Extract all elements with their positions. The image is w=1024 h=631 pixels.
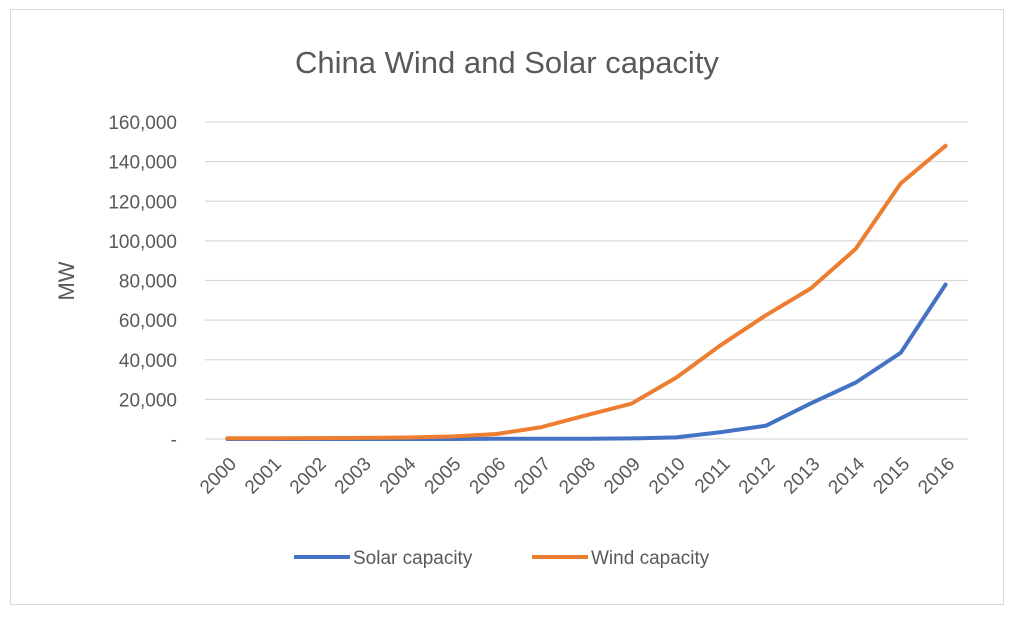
y-tick-label: 100,000 [108, 232, 177, 253]
y-tick-label: 40,000 [119, 351, 177, 372]
y-axis-title: MW [54, 261, 79, 300]
x-tick-label: 2012 [735, 454, 780, 499]
x-tick-label: 2003 [331, 454, 376, 499]
y-tick-label: 140,000 [108, 153, 177, 174]
gridlines [205, 121, 968, 440]
x-tick-label: 2007 [510, 454, 555, 499]
x-axis-ticks: 2000 2001 2002 2003 2004 2005 2006 2007 2008 2009… [196, 453, 959, 498]
legend-label: Solar capacity [353, 548, 473, 569]
y-tick-label: - [171, 430, 177, 451]
x-tick-label: 2015 [869, 454, 914, 499]
y-tick-label: 20,000 [119, 390, 177, 411]
x-tick-label: 2010 [645, 454, 690, 499]
y-tick-label: 60,000 [119, 311, 177, 332]
x-tick-label: 2000 [196, 454, 241, 499]
x-tick-label: 2001 [241, 454, 286, 499]
x-tick-label: 2002 [286, 454, 331, 499]
x-tick-label: 2013 [780, 454, 825, 499]
x-tick-label: 2011 [691, 454, 735, 498]
x-tick-label: 2006 [466, 454, 511, 499]
chart-frame [10, 9, 1004, 605]
x-tick-label: 2014 [825, 453, 870, 498]
chart-title: China Wind and Solar capacity [295, 45, 719, 80]
legend-label: Wind capacity [591, 548, 710, 569]
series-lines [225, 143, 948, 441]
series-line [225, 143, 948, 441]
x-tick-label: 2005 [421, 454, 466, 499]
y-axis-ticks: - 20,000 40,000 60,000 80,000 100,000 120,000 1… [108, 113, 177, 451]
y-tick-label: 160,000 [108, 113, 177, 134]
legend: Solar capacity Wind capacity [294, 548, 710, 569]
x-tick-label: 2009 [600, 454, 645, 499]
x-tick-label: 2016 [914, 454, 959, 499]
y-tick-label: 80,000 [119, 272, 177, 293]
y-tick-label: 120,000 [108, 192, 177, 213]
x-tick-label: 2008 [555, 454, 600, 499]
x-tick-label: 2004 [376, 453, 421, 498]
